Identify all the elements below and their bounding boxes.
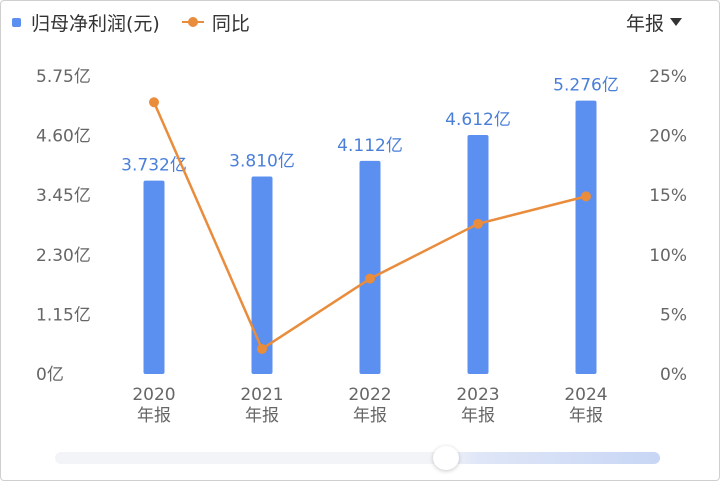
y-right-tick-label: 25% <box>649 67 687 87</box>
bar-value-label: 4.612亿 <box>445 110 511 130</box>
bar-value-label: 5.276亿 <box>553 76 619 96</box>
legend-label-profit: 归母净利润(元) <box>31 12 160 35</box>
period-dropdown-label: 年报 <box>625 12 664 35</box>
range-slider-handle[interactable] <box>433 446 459 470</box>
x-axis: 2020 年报 2021 年报 2022 年报 2023 年报 2024 年报 <box>132 385 607 426</box>
x-tick-label: 2023 年报 <box>456 385 499 426</box>
line-swatch-icon <box>181 17 204 27</box>
range-slider-track[interactable] <box>55 452 660 464</box>
yoy-point[interactable] <box>473 218 483 229</box>
bar[interactable] <box>467 134 489 374</box>
caret-down-icon <box>670 18 682 26</box>
x-tick-label: 2021 年报 <box>240 385 283 426</box>
x-tick-label: 2022 年报 <box>348 385 391 426</box>
yoy-point[interactable] <box>365 273 375 284</box>
y-left-tick-label: 0亿 <box>36 365 64 385</box>
bar-swatch-icon <box>12 17 21 27</box>
bar-value-label: 4.112亿 <box>337 136 403 156</box>
y-left-tick-label: 4.60亿 <box>36 127 91 147</box>
bar-value-label: 3.810亿 <box>229 152 295 172</box>
y-right-tick-label: 0% <box>660 365 687 385</box>
yoy-point[interactable] <box>149 97 159 108</box>
y-right-tick-label: 10% <box>649 246 687 266</box>
y-left-tick-label: 2.30亿 <box>36 246 91 266</box>
bar-series <box>143 100 597 375</box>
x-tick-label: 2020 年报 <box>132 385 175 426</box>
period-dropdown[interactable]: 年报 <box>626 8 682 36</box>
legend-item-yoy[interactable]: 同比 <box>181 9 250 36</box>
yoy-point[interactable] <box>257 343 267 354</box>
y-axis-left: 0亿 1.15亿 2.30亿 3.45亿 4.60亿 5.75亿 <box>36 67 91 385</box>
y-left-tick-label: 1.15亿 <box>36 305 91 325</box>
legend-label-yoy: 同比 <box>211 12 250 35</box>
x-tick-label: 2024 年报 <box>564 385 607 426</box>
bar-data-labels: 3.732亿 3.810亿 4.112亿 4.612亿 5.276亿 <box>121 76 619 176</box>
bar[interactable] <box>251 176 273 374</box>
legend-item-profit[interactable]: 归母净利润(元) <box>12 9 160 36</box>
yoy-point[interactable] <box>581 191 591 202</box>
y-left-tick-label: 3.45亿 <box>36 186 91 206</box>
bar[interactable] <box>143 180 165 374</box>
y-axis-right: 0% 5% 10% 15% 20% 25% <box>649 67 687 385</box>
y-right-tick-label: 20% <box>649 127 687 147</box>
bar-value-label: 3.732亿 <box>121 156 187 176</box>
y-left-tick-label: 5.75亿 <box>36 67 91 87</box>
y-right-tick-label: 15% <box>649 186 687 206</box>
chart-legend: 归母净利润(元) 同比 <box>12 8 272 36</box>
bar[interactable] <box>359 160 381 374</box>
line-series <box>149 97 591 354</box>
y-right-tick-label: 5% <box>660 305 687 325</box>
bar[interactable] <box>575 100 597 375</box>
